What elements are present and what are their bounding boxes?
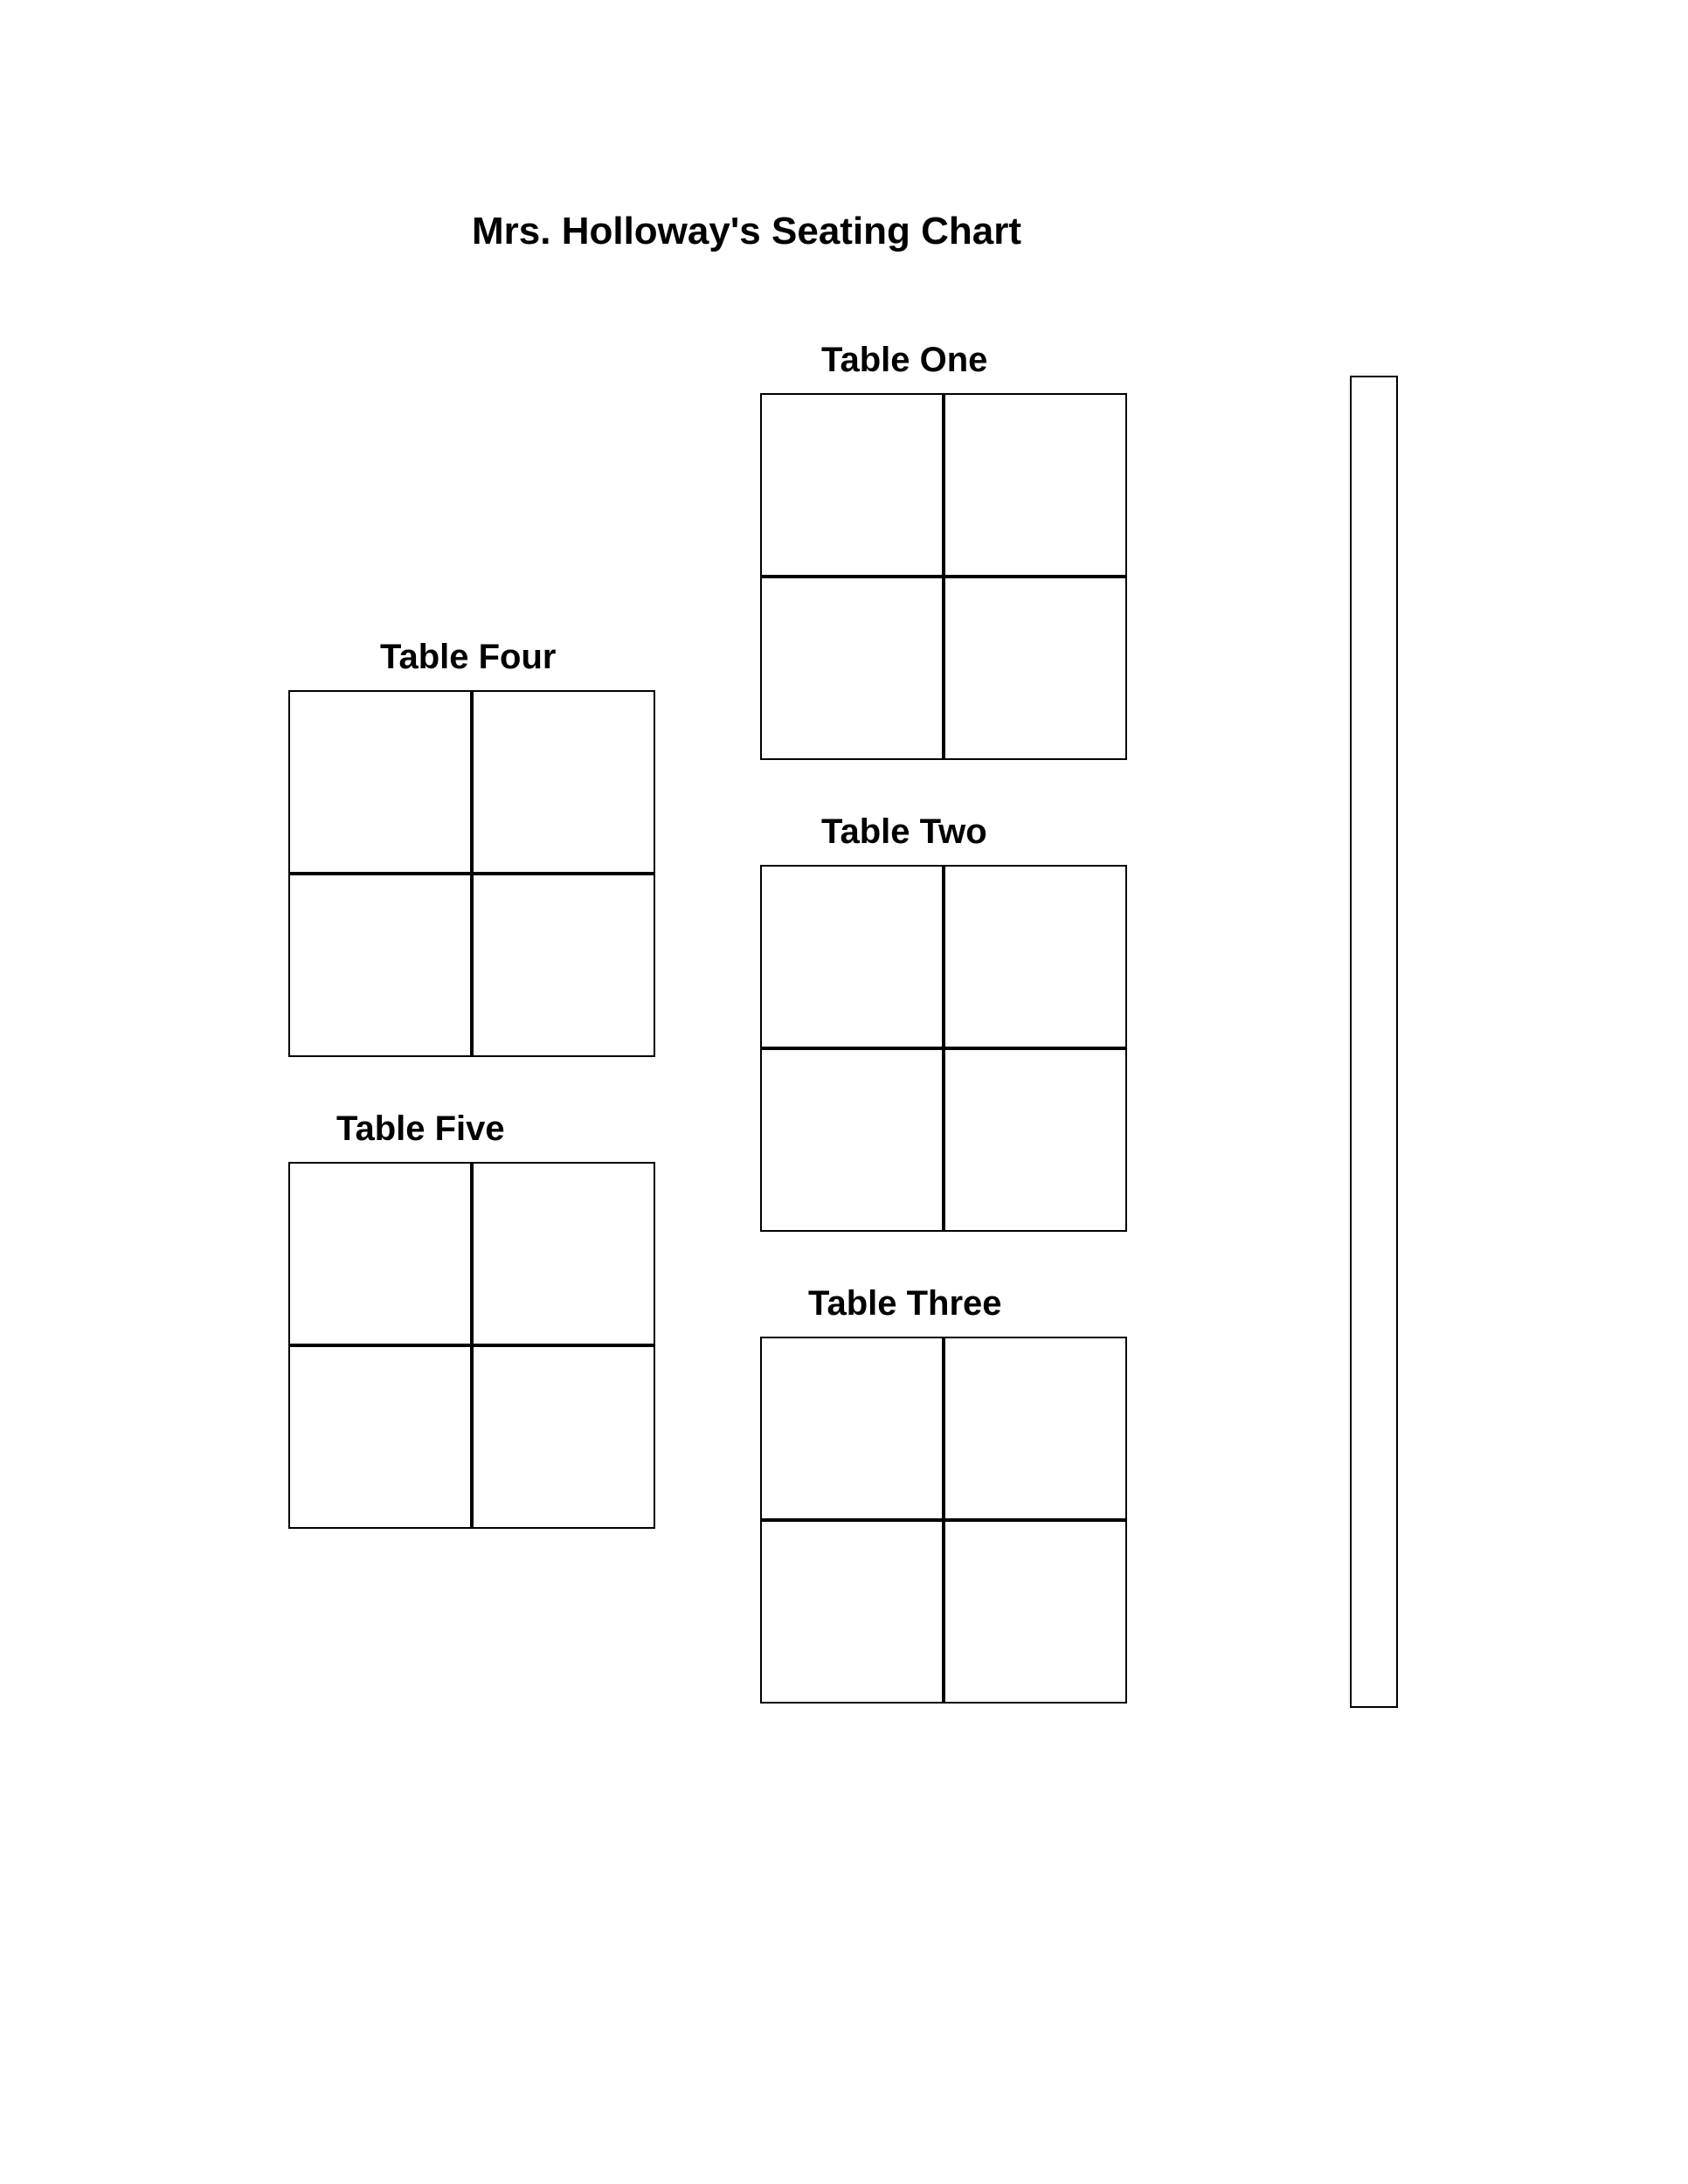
table-one-seat-3	[760, 577, 944, 760]
table-three-seat-1	[760, 1337, 944, 1520]
table-five-seat-1	[288, 1162, 472, 1345]
table-five-seat-3	[288, 1345, 472, 1529]
table-four-seat-2	[472, 690, 655, 874]
side-bar	[1350, 376, 1398, 1708]
table-two-grid	[760, 865, 1127, 1232]
table-three-seat-3	[760, 1520, 944, 1704]
table-five-seat-2	[472, 1162, 655, 1345]
page-title: Mrs. Holloway's Seating Chart	[472, 210, 1021, 253]
table-two-seat-4	[944, 1048, 1127, 1232]
table-five-label: Table Five	[336, 1109, 505, 1149]
table-four-seat-3	[288, 874, 472, 1057]
table-one-label: Table One	[821, 341, 987, 380]
table-one-grid	[760, 393, 1127, 760]
table-three-grid	[760, 1337, 1127, 1704]
table-two-label: Table Two	[821, 812, 987, 852]
table-four-grid	[288, 690, 655, 1057]
table-one-seat-1	[760, 393, 944, 577]
table-three-label: Table Three	[808, 1284, 1002, 1324]
table-five-grid	[288, 1162, 655, 1529]
table-four-seat-4	[472, 874, 655, 1057]
table-four-seat-1	[288, 690, 472, 874]
table-one-seat-2	[944, 393, 1127, 577]
table-four-label: Table Four	[380, 638, 556, 677]
table-two-seat-1	[760, 865, 944, 1048]
table-five-seat-4	[472, 1345, 655, 1529]
table-three-seat-4	[944, 1520, 1127, 1704]
table-two-seat-2	[944, 865, 1127, 1048]
table-one-seat-4	[944, 577, 1127, 760]
table-three-seat-2	[944, 1337, 1127, 1520]
table-two-seat-3	[760, 1048, 944, 1232]
